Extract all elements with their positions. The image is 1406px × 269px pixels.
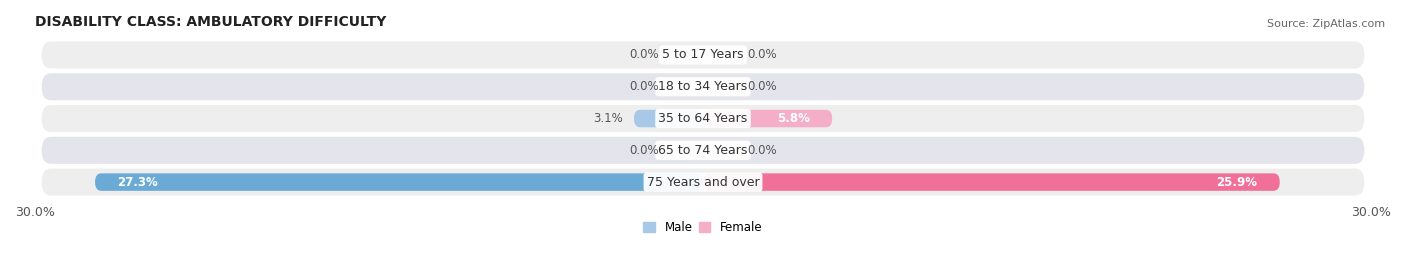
Text: DISABILITY CLASS: AMBULATORY DIFFICULTY: DISABILITY CLASS: AMBULATORY DIFFICULTY [35, 15, 387, 29]
Text: 27.3%: 27.3% [117, 176, 157, 189]
FancyBboxPatch shape [42, 41, 1364, 69]
Text: 5 to 17 Years: 5 to 17 Years [662, 48, 744, 62]
Text: 0.0%: 0.0% [628, 48, 658, 62]
FancyBboxPatch shape [634, 110, 703, 127]
Text: 0.0%: 0.0% [628, 80, 658, 93]
Text: 5.8%: 5.8% [778, 112, 810, 125]
Text: 0.0%: 0.0% [748, 48, 778, 62]
Text: 25.9%: 25.9% [1216, 176, 1257, 189]
Legend: Male, Female: Male, Female [638, 217, 768, 239]
FancyBboxPatch shape [42, 105, 1364, 132]
Text: 3.1%: 3.1% [593, 112, 623, 125]
Text: 0.0%: 0.0% [628, 144, 658, 157]
FancyBboxPatch shape [703, 110, 832, 127]
Text: Source: ZipAtlas.com: Source: ZipAtlas.com [1267, 19, 1385, 29]
Text: 18 to 34 Years: 18 to 34 Years [658, 80, 748, 93]
FancyBboxPatch shape [42, 73, 1364, 100]
FancyBboxPatch shape [42, 137, 1364, 164]
Text: 0.0%: 0.0% [748, 144, 778, 157]
FancyBboxPatch shape [96, 173, 703, 191]
FancyBboxPatch shape [42, 169, 1364, 196]
Text: 65 to 74 Years: 65 to 74 Years [658, 144, 748, 157]
Text: 35 to 64 Years: 35 to 64 Years [658, 112, 748, 125]
FancyBboxPatch shape [703, 173, 1279, 191]
Text: 75 Years and over: 75 Years and over [647, 176, 759, 189]
Text: 0.0%: 0.0% [748, 80, 778, 93]
